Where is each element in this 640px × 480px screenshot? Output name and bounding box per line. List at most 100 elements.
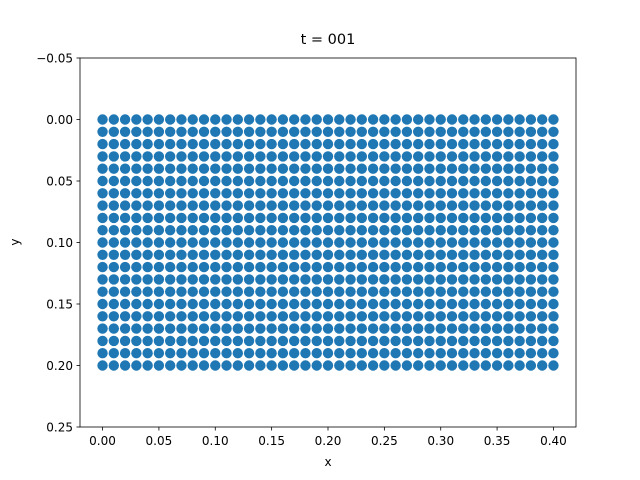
point [176, 151, 187, 162]
point [142, 163, 153, 174]
point [119, 138, 131, 150]
point [142, 138, 153, 150]
point [514, 212, 525, 224]
point [142, 360, 153, 371]
point [446, 126, 458, 137]
point [119, 237, 131, 248]
point [401, 163, 413, 174]
point [277, 348, 289, 359]
point [412, 360, 424, 371]
point [243, 151, 255, 162]
point [379, 237, 390, 248]
point [412, 188, 424, 199]
point [300, 261, 311, 273]
point [548, 138, 559, 150]
point [322, 114, 334, 125]
point [142, 323, 153, 334]
point [97, 274, 108, 285]
point [311, 323, 322, 334]
x-tick-label: 0.10 [202, 434, 229, 448]
point [514, 335, 525, 347]
point [119, 212, 131, 224]
point [277, 151, 289, 162]
point [277, 286, 289, 297]
point [548, 298, 559, 310]
point [311, 311, 322, 322]
x-tick-label: 0.25 [371, 434, 398, 448]
point [536, 212, 548, 224]
point [187, 151, 198, 162]
point [300, 188, 311, 199]
point [266, 225, 277, 236]
point [356, 138, 368, 150]
point [446, 114, 458, 125]
point [210, 225, 221, 236]
point [424, 114, 435, 125]
point [288, 175, 300, 187]
point [334, 188, 345, 199]
point [243, 323, 255, 334]
point [536, 126, 548, 137]
point [232, 138, 244, 150]
point [480, 114, 492, 125]
point [491, 114, 503, 125]
point [97, 335, 108, 347]
point [176, 249, 187, 260]
point [97, 126, 108, 137]
point [503, 360, 514, 371]
point [503, 298, 514, 310]
point [119, 298, 131, 310]
point [390, 274, 401, 285]
point [525, 212, 537, 224]
point [153, 360, 165, 371]
point [176, 237, 187, 248]
point [390, 188, 401, 199]
point [322, 138, 334, 150]
point [187, 249, 198, 260]
point [142, 200, 153, 211]
point [255, 151, 266, 162]
point [480, 360, 492, 371]
point [243, 175, 255, 187]
point [187, 360, 198, 371]
point [525, 175, 537, 187]
point [322, 274, 334, 285]
point [277, 298, 289, 310]
point [379, 200, 390, 211]
point [491, 286, 503, 297]
point [334, 286, 345, 297]
point [322, 261, 334, 273]
point [480, 225, 492, 236]
point [164, 151, 176, 162]
point [142, 126, 153, 137]
point [198, 163, 210, 174]
point [164, 298, 176, 310]
point [288, 225, 300, 236]
point [108, 323, 120, 334]
point [469, 237, 480, 248]
point [356, 188, 368, 199]
point [108, 200, 120, 211]
point [412, 249, 424, 260]
point [491, 163, 503, 174]
point [503, 212, 514, 224]
point [277, 225, 289, 236]
point [379, 212, 390, 224]
point [424, 249, 435, 260]
chart-title: t = 001 [301, 32, 356, 48]
point [345, 188, 356, 199]
point [266, 126, 277, 137]
point [97, 261, 108, 273]
point [131, 348, 142, 359]
point [435, 212, 446, 224]
point [401, 348, 413, 359]
point [536, 286, 548, 297]
point [198, 237, 210, 248]
point [469, 323, 480, 334]
point [164, 348, 176, 359]
point [288, 323, 300, 334]
point [266, 138, 277, 150]
point [153, 200, 165, 211]
point [119, 126, 131, 137]
point [424, 323, 435, 334]
